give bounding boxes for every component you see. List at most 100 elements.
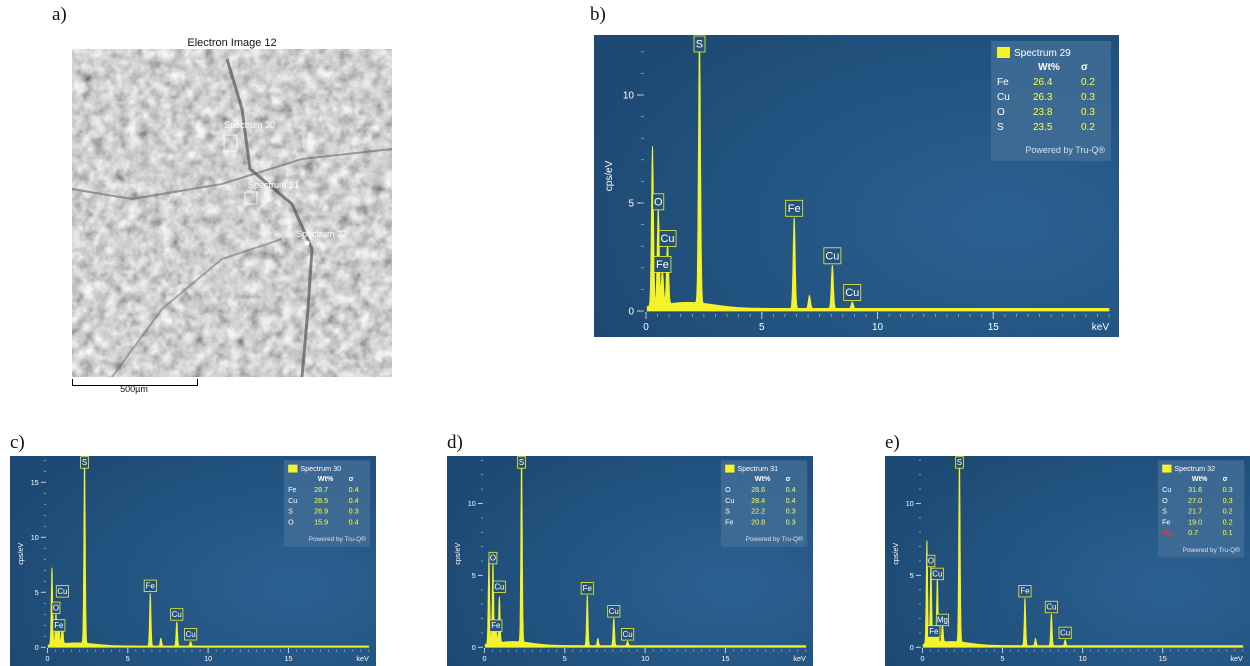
spectrum-peak — [597, 639, 599, 641]
peak-label: Cu — [823, 247, 842, 265]
svg-text:O: O — [53, 603, 59, 612]
peak-label: S — [955, 456, 964, 469]
svg-text:S: S — [696, 39, 703, 51]
legend-sigma: 0.1 — [1223, 528, 1233, 537]
legend-title: Spectrum 31 — [737, 464, 778, 473]
legend-header: σ — [349, 474, 354, 483]
svg-text:S: S — [957, 458, 962, 467]
legend-sigma: 0.2 — [1223, 507, 1233, 516]
spectrum-trace — [646, 39, 1110, 312]
legend-element: Fe — [725, 517, 733, 526]
legend-wt: 15.9 — [314, 517, 328, 526]
legend-sigma: 0.4 — [786, 485, 796, 494]
legend-wt: 26.3 — [1033, 92, 1053, 103]
legend-element: Cu — [997, 92, 1010, 103]
electron-image: Spectrum 30 Spectrum 31 Spectrum 32 — [72, 49, 392, 377]
svg-text:Cu: Cu — [494, 582, 504, 591]
peak-label: Fe — [653, 256, 672, 273]
legend-sigma: 0.3 — [1223, 496, 1233, 505]
legend-element: S — [1162, 507, 1167, 516]
x-tick-label: 5 — [563, 654, 567, 663]
legend-title: Spectrum 30 — [300, 464, 341, 473]
legend-sigma: 0.4 — [349, 496, 359, 505]
svg-text:Fe: Fe — [788, 203, 801, 215]
panel-label-b: b) — [590, 4, 606, 25]
svg-text:O: O — [490, 554, 496, 563]
legend-wt: 27.0 — [1188, 496, 1202, 505]
legend-footer: Powered by Tru-Q® — [746, 535, 803, 543]
y-tick-label: 10 — [906, 499, 914, 508]
legend-swatch — [997, 47, 1010, 58]
peak-label: Cu — [55, 585, 69, 598]
spectrum-peak — [586, 596, 588, 598]
x-axis-label: keV — [356, 654, 369, 663]
spectrum-peak — [936, 581, 938, 584]
svg-text:Cu: Cu — [1046, 603, 1056, 612]
x-tick-label: 0 — [643, 322, 649, 333]
svg-text:Cu: Cu — [172, 610, 182, 619]
spectrum-trace — [484, 460, 807, 648]
spectrum-peak — [498, 600, 500, 602]
legend-wt: 19.0 — [1188, 517, 1202, 526]
legend-footer: Powered by Tru-Q® — [309, 535, 366, 543]
y-tick-label: 10 — [31, 533, 39, 542]
legend-sigma: 0.2 — [1223, 517, 1233, 526]
legend-wt: 31.6 — [1188, 485, 1202, 494]
spectrum-peak — [55, 615, 57, 618]
svg-text:Cu: Cu — [186, 630, 196, 639]
legend-wt: 23.5 — [1033, 122, 1053, 133]
legend-header: σ — [1081, 62, 1088, 73]
svg-text:Cu: Cu — [1060, 628, 1070, 637]
x-tick-label: 15 — [988, 322, 1000, 333]
spectrum-32-marker: Spectrum 32 — [296, 229, 347, 239]
svg-text:Cu: Cu — [623, 630, 633, 639]
legend-wt: 20.8 — [751, 517, 765, 526]
legend-element: Cu — [725, 496, 734, 505]
legend-title: Spectrum 29 — [1014, 48, 1071, 59]
legend-wt: 28.7 — [314, 485, 328, 494]
svg-text:Cu: Cu — [825, 250, 839, 262]
spectrum-peak — [793, 219, 795, 221]
legend-sigma: 0.3 — [1081, 92, 1095, 103]
x-tick-label: 10 — [204, 654, 212, 663]
peak-label: Cu — [658, 230, 677, 247]
peak-label: S — [693, 35, 706, 53]
peak-label: Fe — [580, 582, 594, 595]
legend-swatch — [725, 464, 735, 473]
legend-sigma: 0.2 — [1081, 122, 1095, 133]
x-tick-label: 15 — [1159, 654, 1167, 663]
legend-swatch — [288, 464, 298, 473]
peak-label: Cu — [843, 284, 862, 301]
spectrum-chart-32: 0 5 10 0 5 10 15 keV cps/eV S O Cu Mg Fe Fe Cu Cu Spectru… — [885, 456, 1250, 666]
legend-element: Fe — [288, 485, 296, 494]
spectrum-peak — [1024, 599, 1026, 601]
y-tick-label: 5 — [628, 199, 634, 210]
spectrum-peak — [941, 627, 944, 630]
spectrum-trace — [922, 460, 1244, 648]
legend-header: Wt% — [318, 474, 334, 483]
y-tick-label: 5 — [910, 571, 914, 580]
spectrum-peak — [808, 297, 811, 299]
spectrum-peak — [627, 642, 629, 644]
spectrum-31-marker: Spectrum 31 — [248, 180, 299, 190]
peak-label: Cu — [621, 628, 635, 641]
peak-label: Fe — [785, 199, 804, 217]
spectrum-chart-30: 0 5 10 15 0 5 10 15 keV cps/eV S Cu O Fe Fe Cu Cu Spectru… — [10, 456, 376, 666]
svg-text:Mg: Mg — [937, 615, 948, 624]
peak-label: O — [51, 601, 61, 615]
electron-image-title: Electron Image 12 — [187, 37, 277, 49]
x-tick-label: 0 — [482, 654, 486, 663]
legend-element: Fe — [1162, 517, 1170, 526]
x-axis-label: keV — [1230, 654, 1243, 663]
legend-sigma: 0.3 — [1081, 107, 1095, 118]
peak-label: Cu — [492, 580, 506, 594]
legend-element: S — [288, 507, 293, 516]
svg-text:S: S — [519, 458, 524, 467]
legend-header: Wt% — [1192, 474, 1208, 483]
legend-sigma: 0.3 — [349, 507, 359, 516]
x-tick-label: 0 — [920, 654, 924, 663]
scale-bar-label: 500µm — [120, 384, 148, 394]
svg-text:Cu: Cu — [932, 569, 942, 578]
